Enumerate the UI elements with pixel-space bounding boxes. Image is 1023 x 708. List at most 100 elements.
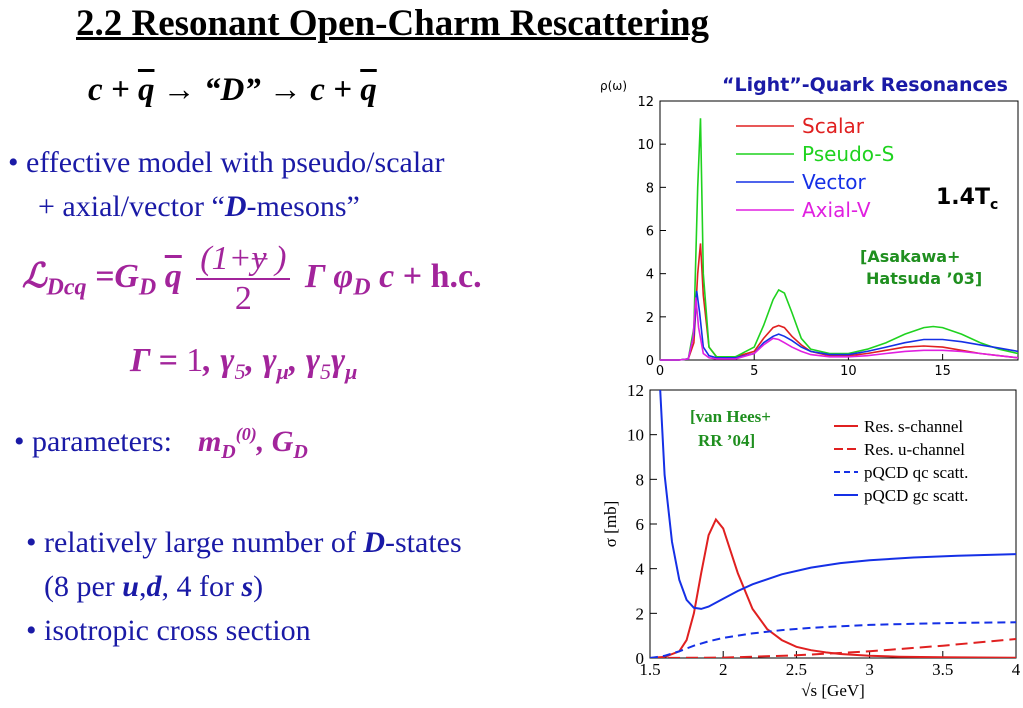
bullet3-l1b: D <box>363 526 385 559</box>
plot2-xtick-label: 1.5 <box>639 660 660 679</box>
lagrangian-equation: ℒDcq =GD q (1+ɏ ) 2 Γ φD c + h.c. <box>22 240 482 318</box>
params-m-sub: D <box>221 441 236 463</box>
plot1-ytick-label: 2 <box>646 311 654 326</box>
plot2-series-line <box>659 390 1016 610</box>
plot2-ytick-label: 12 <box>627 382 644 400</box>
cross-section-chart: 0 2 4 6 8 10 12 1.5 2 2.5 3 3.5 4 √s [GeV] σ [mb] Res. … <box>601 382 1021 700</box>
lag-phi-sub: D <box>353 274 371 301</box>
bullet-d-states-line2: (8 per u,d, 4 for s) <box>44 570 263 604</box>
gamma-smu2: μ <box>345 358 358 384</box>
bullet3-l2e: , 4 for <box>161 570 242 603</box>
bullet3-l2c: , <box>138 570 147 603</box>
plot1-xtick-label: 5 <box>750 364 758 379</box>
bullet3-l2d: d <box>146 570 162 603</box>
bullet-effective-model: • effective model with pseudo/scalar <box>8 146 444 180</box>
plot2-series-line <box>650 638 1016 658</box>
plot2-ytick-label: 10 <box>627 426 644 445</box>
plot2-series-line <box>650 517 1016 658</box>
bullet1-line2b: D <box>224 190 247 223</box>
plot1-series-line <box>660 243 1019 361</box>
plot1-ytick-label: 10 <box>637 138 654 153</box>
lag-frac-num: (1+ɏ ) <box>196 240 291 280</box>
bullet3-l1a: • relatively large number of <box>26 526 364 559</box>
plot1-title: “Light”-Quark Resonances <box>722 76 1008 96</box>
bullet3-l1c: -states <box>385 526 462 559</box>
params-label: • parameters: <box>14 425 172 458</box>
gamma-s5b: 5 <box>320 358 332 384</box>
bullet-parameters: • parameters: mD(0), GD <box>14 424 308 464</box>
plot1-ref-line2: Hatsuda ’03] <box>866 269 982 288</box>
bullet3-l2b: u <box>122 570 139 603</box>
plot2-xtick-label: 4 <box>1012 660 1021 679</box>
plot1-temperature-sub: c <box>990 197 998 213</box>
reaction-qbar: q <box>137 72 155 108</box>
params-G: , G <box>256 425 294 458</box>
gamma-r2: , γ <box>245 342 277 379</box>
gamma-smu: μ <box>276 358 289 384</box>
lag-eq: =G <box>94 257 139 295</box>
params-values: mD(0), GD <box>197 424 308 463</box>
plot1-legend-label: Vector <box>802 170 867 194</box>
plot2-xtick-label: 2 <box>719 660 728 679</box>
plot2-legend-label: Res. u-channel <box>864 440 965 459</box>
bullet1-line1: • effective model with pseudo/scalar <box>8 146 445 179</box>
plot1-ytick-label: 12 <box>637 95 654 110</box>
plot1-xtick-label: 15 <box>934 364 951 379</box>
plot2-legend-label: pQCD gc scatt. <box>864 486 968 505</box>
plot1-legend-label: Axial-V <box>802 198 871 222</box>
plot2-ytick-label: 2 <box>636 604 645 623</box>
spectral-function-chart: 0 2 4 6 8 10 12 0 5 10 15 ρ(ω) “Light”-Quark Resonan… <box>600 76 1019 379</box>
lag-fraction: (1+ɏ ) 2 <box>196 240 291 318</box>
reaction-equation: c + q → “D” → c + q <box>88 72 377 109</box>
params-G-sub: D <box>293 441 308 463</box>
plot1-xtick-label: 0 <box>656 364 664 379</box>
params-m-sup: (0) <box>235 424 257 444</box>
gamma-matrices: Γ = 1, γ5, γμ, γ5γμ <box>130 342 357 385</box>
plot1-ytick-label: 0 <box>646 354 654 369</box>
plot1-legend-label: Pseudo-S <box>802 142 894 166</box>
gamma-s5: 5 <box>234 358 246 384</box>
lag-gamma-phi: Γ φ <box>304 257 354 295</box>
plot2-xtick-label: 2.5 <box>786 660 807 679</box>
reaction-qbar2: q <box>360 72 377 108</box>
gamma-r1: , γ <box>203 342 235 379</box>
bullet3-l2g: ) <box>253 570 264 603</box>
plot2-ytick-label: 8 <box>636 470 645 489</box>
lag-L: ℒ <box>22 257 47 295</box>
plot1-series-line <box>660 118 1019 361</box>
bullet3-l2a: (8 per <box>44 570 123 603</box>
plot2-series-line <box>650 621 1016 658</box>
reaction-lhs: c + <box>88 72 138 108</box>
bullet-d-states: • relatively large number of D-states <box>26 526 462 560</box>
plot2-ytick-label: 0 <box>636 649 645 668</box>
gamma-r4: γ <box>331 342 346 379</box>
plot2-xtick-label: 3 <box>865 660 874 679</box>
plot1-ytick-label: 8 <box>646 181 654 196</box>
plot1-series-line <box>660 290 1019 361</box>
lag-L-sub: Dcq <box>46 274 87 301</box>
plot2-legend-label: Res. s-channel <box>864 417 963 436</box>
lag-frac-den: 2 <box>234 280 252 317</box>
plot1-ref-line1: [Asakawa+ <box>860 247 960 266</box>
lag-plus: + <box>402 257 423 295</box>
plot2-xlabel: √s [GeV] <box>801 681 865 700</box>
plot2-ytick-label: 4 <box>636 560 645 579</box>
reaction-mid: → “D” → c + <box>154 72 361 108</box>
gamma-one: 1 <box>186 342 204 379</box>
gamma-r3: , γ <box>288 342 321 379</box>
plot1-xtick-label: 10 <box>840 364 857 379</box>
lag-hc: h.c. <box>430 257 482 295</box>
lag-qbar: q <box>164 257 182 295</box>
bullet-effective-model-line2: + axial/vector “D-mesons” <box>38 190 360 224</box>
params-m: m <box>197 425 222 458</box>
bullet1-line2c: -mesons” <box>246 190 360 223</box>
plot1-ytick-label: 6 <box>646 225 654 240</box>
lag-c: c <box>379 257 395 295</box>
plot2-ylabel: σ [mb] <box>601 501 620 547</box>
slide-title: 2.2 Resonant Open-Charm Rescattering <box>76 3 710 44</box>
bullet1-line2a: + axial/vector “ <box>38 190 225 223</box>
plot1-ytick-label: 4 <box>646 268 654 283</box>
gamma-G: Γ = <box>130 342 187 379</box>
plot2-ytick-label: 6 <box>636 515 645 534</box>
plot1-frame <box>659 100 1019 361</box>
